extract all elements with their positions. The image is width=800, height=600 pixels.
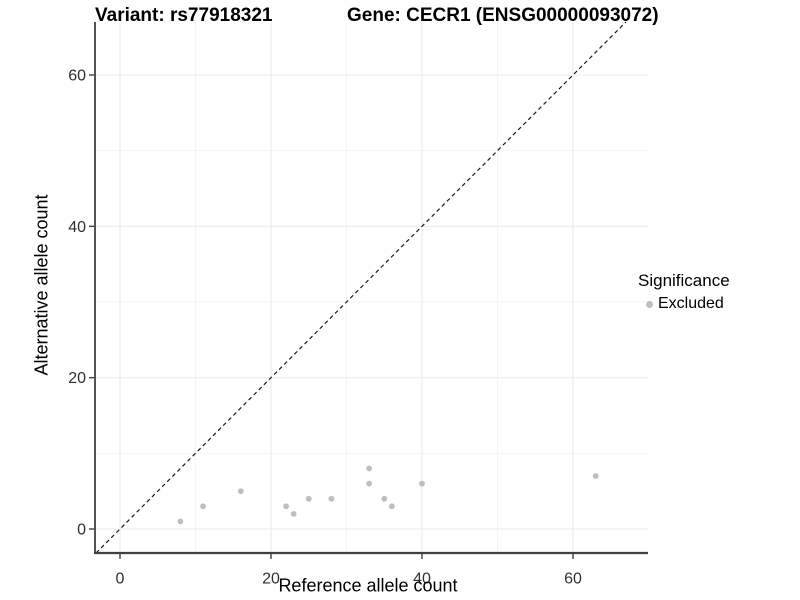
y-axis-title: Alternative allele count [31, 194, 52, 376]
excluded-point-icon [646, 300, 653, 308]
scatter-point [283, 503, 289, 510]
legend-title: Significance [638, 271, 730, 290]
x-tick-label: 40 [413, 570, 431, 587]
legend-item-label: Excluded [658, 295, 724, 312]
legend: Significance Excluded [638, 271, 730, 313]
x-tick-label: 60 [564, 570, 582, 587]
x-tick-label: 0 [116, 570, 125, 587]
scatter-point [237, 488, 244, 495]
variant-title: Variant: rs77918321 [95, 5, 273, 26]
identity-dashed-line [95, 21, 627, 554]
scatter-point [305, 495, 312, 502]
scatter-point [366, 465, 373, 472]
scatter-point [366, 480, 373, 487]
gene-title: Gene: CECR1 (ENSG00000093072) [347, 5, 659, 26]
x-tick-label: 20 [262, 570, 280, 587]
scatter-point [177, 518, 184, 525]
scatter-point [381, 495, 388, 502]
scatter-point [328, 495, 335, 502]
legend-item-excluded: Excluded [638, 295, 730, 313]
scatter-point [419, 480, 425, 487]
y-tick-label: 60 [68, 67, 86, 84]
scatter-point [592, 473, 599, 479]
y-tick-label: 40 [68, 219, 86, 236]
y-tick-label: 20 [68, 370, 86, 387]
scatter-point [290, 510, 297, 517]
x-axis-title: Reference allele count [278, 575, 458, 596]
scatter-point [200, 503, 206, 510]
scatter-point [388, 503, 395, 510]
y-tick-label: 0 [77, 522, 86, 539]
